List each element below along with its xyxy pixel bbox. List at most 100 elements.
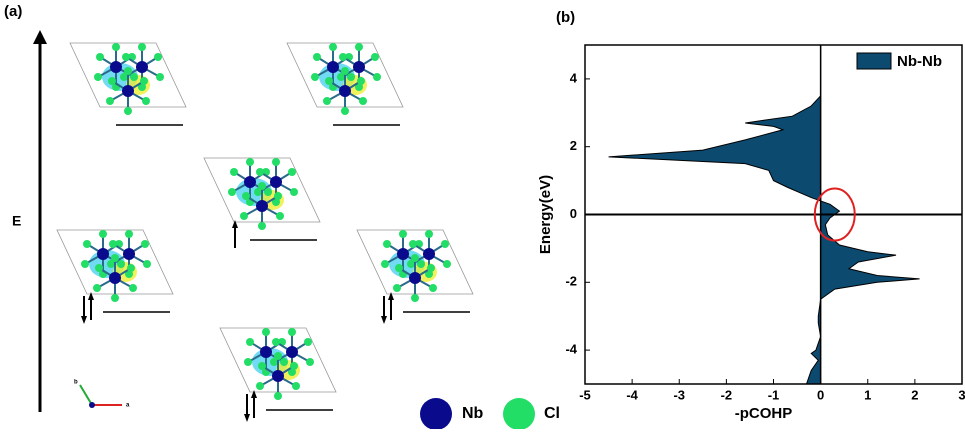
cl-atom xyxy=(256,168,264,176)
nb-atom xyxy=(97,248,109,260)
cl-atom xyxy=(341,67,349,75)
cl-atom xyxy=(142,97,150,105)
cl-atom xyxy=(290,362,298,370)
cl-atom xyxy=(274,192,282,200)
nb-atom xyxy=(353,61,365,73)
legend-swatch xyxy=(856,52,892,70)
arrow-head xyxy=(33,30,47,44)
cl-atom xyxy=(306,358,314,366)
cl-atom xyxy=(409,240,417,248)
cl-atom xyxy=(325,77,333,85)
cl-atom xyxy=(228,188,236,196)
legend-swatch xyxy=(420,398,452,430)
cl-atom xyxy=(258,222,266,230)
cl-atom xyxy=(246,158,254,166)
cl-atom xyxy=(381,260,389,268)
structure xyxy=(219,327,337,422)
spin-head xyxy=(244,414,250,422)
cl-atom xyxy=(323,97,331,105)
energy-label: E xyxy=(12,213,21,229)
cl-atom xyxy=(371,53,379,61)
cl-atom xyxy=(154,53,162,61)
cl-atom xyxy=(130,73,138,81)
cl-atom xyxy=(254,188,262,196)
spin-head xyxy=(88,292,94,300)
panel-label: (b) xyxy=(556,9,575,26)
nb-atom xyxy=(110,61,122,73)
cl-atom xyxy=(120,73,128,81)
legend-label: Cl xyxy=(544,405,560,422)
cl-atom xyxy=(399,230,407,238)
y-axis-label: Energy(eV) xyxy=(537,175,554,254)
cl-atom xyxy=(383,240,391,248)
cell xyxy=(356,229,474,295)
cl-atom xyxy=(359,97,367,105)
cl-atom xyxy=(141,240,149,248)
cl-atom xyxy=(246,338,254,346)
nb-atom xyxy=(109,272,121,284)
nb-atom xyxy=(244,176,256,188)
spin-head xyxy=(81,316,87,324)
cl-atom xyxy=(122,53,130,61)
cl-atom xyxy=(443,260,451,268)
cl-atom xyxy=(411,294,419,302)
cl-atom xyxy=(106,97,114,105)
cl-atom xyxy=(96,53,104,61)
nb-atom xyxy=(286,346,298,358)
y-tick-label: 2 xyxy=(570,138,577,153)
spin-head xyxy=(232,220,238,228)
structure xyxy=(286,42,404,126)
structure xyxy=(203,157,321,248)
cl-atom xyxy=(124,67,132,75)
cl-atom xyxy=(258,362,266,370)
x-tick-label: 3 xyxy=(958,387,965,402)
cl-atom xyxy=(313,53,321,61)
axis-a: a xyxy=(126,403,130,409)
cl-atom xyxy=(417,260,425,268)
y-tick-label: -2 xyxy=(565,274,577,289)
x-tick-label: -1 xyxy=(768,387,780,402)
cl-atom xyxy=(94,73,102,81)
cl-atom xyxy=(242,192,250,200)
x-tick-label: -3 xyxy=(673,387,685,402)
cl-atom xyxy=(288,328,296,336)
cl-atom xyxy=(111,254,119,262)
y-tick-label: -4 xyxy=(565,342,577,357)
cl-atom xyxy=(411,254,419,262)
cl-atom xyxy=(288,168,296,176)
cl-atom xyxy=(230,168,238,176)
nb-atom xyxy=(260,346,272,358)
x-tick-label: 2 xyxy=(911,387,918,402)
highlight xyxy=(813,187,856,242)
nb-atom xyxy=(136,61,148,73)
cl-atom xyxy=(124,107,132,115)
cl-atom xyxy=(292,382,300,390)
cl-atom xyxy=(347,73,355,81)
cl-atom xyxy=(280,358,288,366)
nb-atom xyxy=(122,85,134,97)
cl-atom xyxy=(276,212,284,220)
cl-atom xyxy=(240,212,248,220)
cl-atom xyxy=(339,53,347,61)
axis-b: b xyxy=(74,380,78,386)
cl-atom xyxy=(258,182,266,190)
cl-atom xyxy=(83,240,91,248)
cl-atom xyxy=(264,188,272,196)
cl-atom xyxy=(143,260,151,268)
cl-atom xyxy=(427,264,435,272)
spin-head xyxy=(251,390,257,398)
legend-label: Nb xyxy=(462,405,484,422)
cell xyxy=(203,157,321,223)
cl-atom xyxy=(127,264,135,272)
cl-atom xyxy=(441,240,449,248)
nb-atom xyxy=(423,248,435,260)
cl-atom xyxy=(393,284,401,292)
x-tick-label: -5 xyxy=(579,387,591,402)
cl-atom xyxy=(256,382,264,390)
cl-atom xyxy=(373,73,381,81)
cl-atom xyxy=(270,358,278,366)
nb-atom xyxy=(327,61,339,73)
x-tick-label: 1 xyxy=(864,387,871,402)
cl-atom xyxy=(138,43,146,51)
